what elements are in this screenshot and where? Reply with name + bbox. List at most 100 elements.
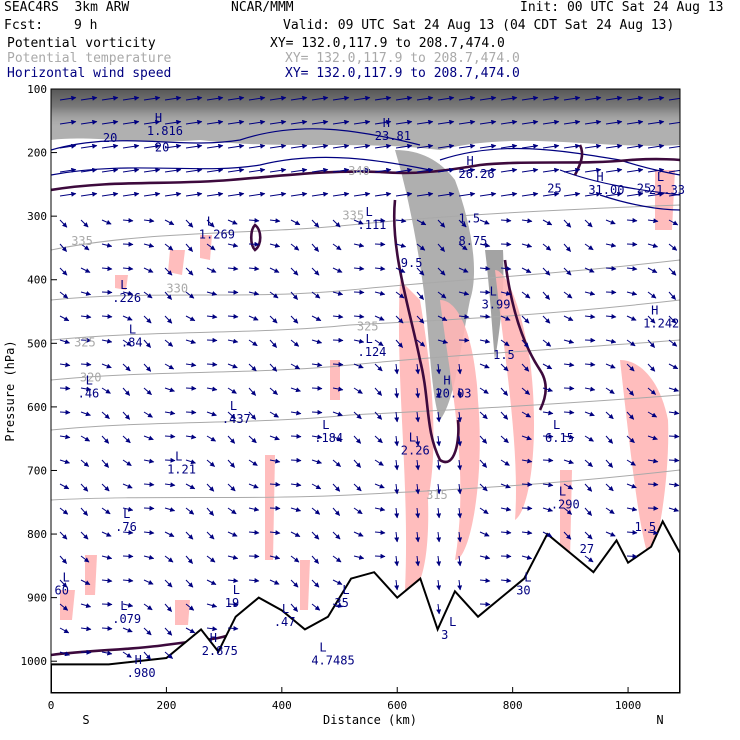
- wind-vector: [521, 119, 539, 125]
- wind-vector: [80, 314, 92, 320]
- wind-vector: [479, 119, 497, 125]
- wind-vector: [101, 531, 112, 537]
- wind-vector: [668, 433, 680, 439]
- theta-contour-label: 340: [348, 164, 370, 178]
- wind-vector: [248, 363, 257, 372]
- wind-vector: [584, 119, 602, 125]
- extremum-value: .184: [314, 431, 343, 445]
- wind-vector: [185, 627, 196, 634]
- wind-vector: [206, 143, 224, 149]
- wind-vector: [80, 95, 98, 101]
- wind-vector: [185, 555, 193, 564]
- wind-vector: [353, 483, 362, 492]
- wind-vector: [647, 481, 659, 487]
- wind-contour-label: 20: [155, 140, 169, 154]
- wind-vector: [164, 555, 174, 563]
- wind-vector: [394, 459, 400, 471]
- upper-shading-band: [51, 89, 680, 150]
- wind-vector: [647, 191, 665, 197]
- wind-vector: [164, 191, 182, 197]
- wind-vector: [394, 579, 400, 591]
- extremum-marker: H: [596, 170, 603, 184]
- wind-vector: [563, 243, 571, 252]
- wind-vector: [668, 95, 680, 101]
- wind-vector: [227, 601, 239, 607]
- wind-vector: [185, 507, 195, 515]
- wind-vector: [59, 315, 70, 322]
- wind-vector: [290, 387, 301, 393]
- wind-vector: [248, 119, 266, 125]
- wind-vector: [227, 313, 239, 319]
- wind-vector: [185, 315, 196, 322]
- wind-vector: [374, 339, 384, 347]
- wind-vector: [542, 119, 560, 125]
- wind-vector: [542, 433, 554, 439]
- wind-vector: [647, 95, 665, 101]
- wind-vector: [353, 531, 364, 537]
- wind-vector: [521, 505, 533, 511]
- extremum-value: 1.5: [458, 212, 480, 226]
- theta-contour-label: 335: [71, 234, 93, 248]
- wind-vector: [605, 119, 623, 125]
- wind-vector: [458, 191, 476, 197]
- wind-vector: [374, 266, 386, 272]
- wind-vector: [521, 291, 531, 299]
- wind-vector: [521, 191, 539, 197]
- wind-vector: [436, 555, 442, 567]
- y-tick-label: 300: [27, 210, 47, 223]
- wind-vector: [647, 143, 665, 149]
- wind-vector: [542, 507, 554, 513]
- wind-vector: [59, 603, 69, 611]
- wind-vector: [59, 291, 69, 299]
- wind-vector: [143, 481, 155, 487]
- wind-vector: [164, 363, 175, 370]
- wind-vector: [269, 191, 287, 197]
- wind-vector: [206, 119, 224, 125]
- wind-vector: [353, 338, 365, 344]
- wind-vector: [416, 243, 426, 251]
- wind-vector: [248, 483, 259, 489]
- wind-vector: [395, 95, 413, 101]
- y-tick-label: 700: [27, 464, 47, 477]
- wind-vector: [122, 217, 134, 223]
- wind-vector: [374, 506, 386, 512]
- wind-vector: [479, 554, 491, 560]
- wind-vector: [353, 363, 364, 369]
- field-name-wind: Horizontal wind speed: [7, 66, 172, 81]
- wind-vector: [185, 243, 193, 252]
- wind-vector: [311, 243, 319, 252]
- wind-vector: [269, 143, 287, 149]
- wind-vector: [500, 483, 511, 489]
- wind-vector: [248, 143, 266, 149]
- wind-vector: [248, 578, 260, 584]
- wind-vector: [563, 409, 575, 415]
- wind-vector: [584, 337, 596, 343]
- wind-vector: [122, 191, 140, 197]
- wind-vector: [80, 337, 92, 343]
- wind-vector: [143, 315, 152, 324]
- wind-vector: [626, 387, 635, 396]
- wind-vector: [227, 289, 239, 295]
- extremum-marker: L: [123, 507, 130, 521]
- wind-vector: [143, 339, 152, 348]
- wind-vector: [500, 578, 512, 584]
- wind-vector: [416, 267, 425, 276]
- wind-vector: [332, 459, 341, 467]
- wind-vector: [59, 143, 77, 149]
- extremum-value: 1.21: [167, 463, 196, 477]
- wind-vector: [290, 531, 301, 537]
- wind-vector: [332, 290, 344, 296]
- wind-vector: [185, 191, 203, 197]
- wind-vector: [353, 507, 363, 515]
- wind-vector: [185, 339, 197, 345]
- wind-vector: [457, 459, 463, 471]
- theta-contour-label: 315: [426, 488, 448, 502]
- wind-vector: [332, 435, 342, 442]
- wind-vector: [416, 191, 434, 197]
- wind-vector: [500, 506, 512, 512]
- y-tick-label: 900: [27, 592, 47, 605]
- wind-vector: [206, 603, 218, 608]
- wind-vector: [626, 290, 638, 296]
- wind-vector: [647, 435, 658, 441]
- wind-vector: [269, 218, 281, 224]
